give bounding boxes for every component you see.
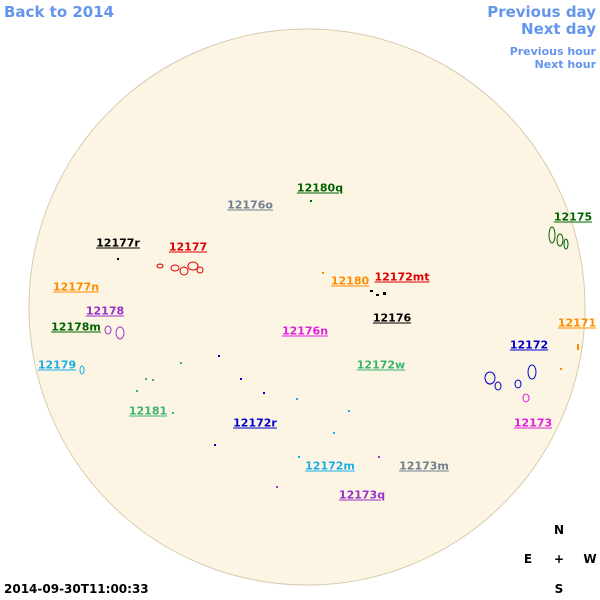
region-label: 12172r: [233, 416, 277, 430]
region-label: 12177: [168, 240, 208, 254]
region-label: 12179: [37, 358, 77, 372]
compass-west: W: [583, 552, 597, 566]
region-label: 12181: [128, 404, 168, 418]
next-day-link[interactable]: Next day: [521, 20, 596, 38]
timestamp: 2014-09-30T11:00:33: [4, 582, 149, 596]
region-label: 12172w: [356, 358, 406, 372]
compass-north: N: [553, 523, 565, 537]
region-label: 12180: [330, 274, 370, 288]
spot: [310, 200, 312, 202]
compass-south: S: [554, 582, 564, 596]
region-label: 12177n: [52, 280, 100, 294]
region-label: 12172: [509, 338, 549, 352]
region-label: 12176: [372, 311, 412, 325]
region-label: 12172m: [305, 459, 355, 473]
region-label: 12171: [557, 316, 597, 330]
region-label: 12177r: [96, 236, 140, 250]
previous-hour-link[interactable]: Previous hour: [509, 45, 596, 58]
region-label: 12175: [553, 210, 593, 224]
region-label: 12178m: [51, 320, 101, 334]
previous-day-link[interactable]: Previous day: [487, 3, 596, 21]
region-label: 12178: [85, 304, 125, 318]
solar-disk: [28, 28, 586, 586]
region-label: 12176n: [281, 324, 329, 338]
region-label: 12173: [513, 416, 553, 430]
compass-east: E: [523, 552, 533, 566]
region-label: 12173m: [399, 459, 449, 473]
region-label: 12172mt: [374, 270, 430, 284]
next-hour-link[interactable]: Next hour: [534, 58, 597, 71]
region-label: 12173q: [338, 488, 386, 502]
region-label: 12176o: [227, 198, 273, 212]
sunspots: [79, 200, 579, 488]
back-link[interactable]: Back to 2014: [4, 3, 115, 21]
compass-center: +: [553, 552, 565, 566]
region-label: 12180q: [296, 181, 344, 195]
